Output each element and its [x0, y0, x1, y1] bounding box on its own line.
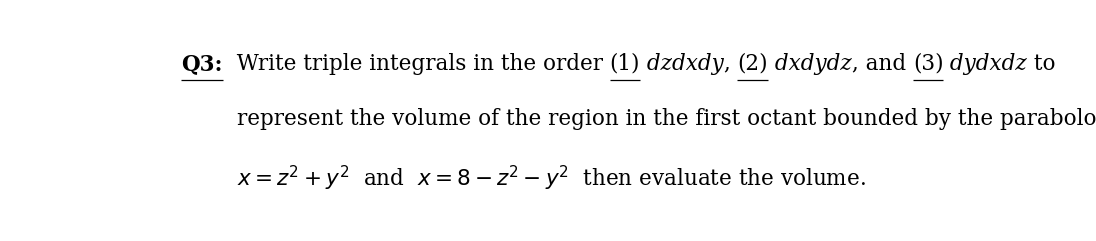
Text: represent the volume of the region in the first octant bounded by the paraboloid: represent the volume of the region in th… — [237, 108, 1096, 130]
Text: dydxdz: dydxdz — [944, 53, 1027, 75]
Text: to: to — [1027, 53, 1055, 75]
Text: $x = z^2 + y^2$  and  $x = 8 - z^2 - y^2$  then evaluate the volume.: $x = z^2 + y^2$ and $x = 8 - z^2 - y^2$ … — [237, 164, 866, 194]
Text: Q3:: Q3: — [181, 53, 222, 75]
Text: dzdxdy: dzdxdy — [640, 53, 723, 75]
Text: (2): (2) — [738, 53, 768, 75]
Text: (1): (1) — [609, 53, 640, 75]
Text: , and: , and — [852, 53, 913, 75]
Text: ,: , — [723, 53, 738, 75]
Text: Write triple integrals in the order: Write triple integrals in the order — [222, 53, 609, 75]
Text: (3): (3) — [913, 53, 944, 75]
Text: dxdydz: dxdydz — [768, 53, 852, 75]
